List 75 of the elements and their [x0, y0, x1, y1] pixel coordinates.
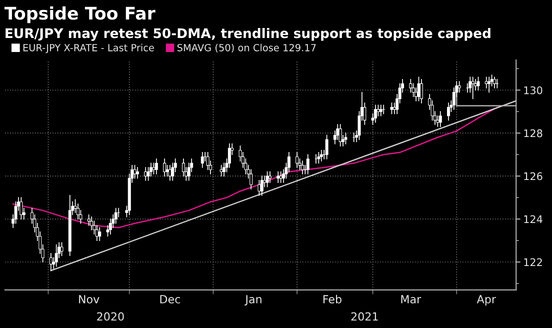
candlestick — [136, 167, 139, 179]
x-tick-label: Jan — [244, 295, 262, 306]
candlestick — [166, 164, 169, 176]
candlestick — [379, 104, 382, 116]
x2-tick-label: 2020 — [97, 312, 124, 321]
y-tick-label: 122 — [524, 258, 542, 266]
candlestick — [206, 152, 210, 170]
candlestick — [320, 150, 323, 162]
candlestick — [417, 76, 420, 102]
x2-tick-label: 2021 — [351, 312, 378, 321]
candlestick — [146, 167, 150, 181]
candlestick — [382, 104, 386, 114]
chart-title: Topside Too Far — [4, 6, 156, 24]
candlestick — [476, 76, 480, 91]
candlestick — [90, 216, 94, 230]
y-tick-label: 130 — [524, 86, 542, 94]
candlestick — [250, 169, 253, 190]
candlestick — [60, 242, 64, 256]
candlestick — [300, 160, 304, 174]
candlestick — [108, 218, 112, 234]
candlestick — [471, 76, 474, 100]
y-tick-label: 128 — [524, 129, 542, 138]
candlestick — [338, 124, 342, 146]
candlestick — [163, 158, 166, 176]
candlestick — [87, 214, 90, 226]
candlestick — [260, 176, 264, 196]
candlestick — [458, 81, 461, 93]
x-tick-label: Mar — [401, 295, 422, 304]
candlestick — [492, 76, 496, 88]
candlestick — [154, 158, 158, 174]
line-series — [12, 106, 498, 228]
y-tick-label: 126 — [524, 172, 542, 180]
candlestick — [488, 76, 491, 93]
candlestick — [14, 201, 18, 224]
candlestick — [276, 171, 280, 183]
candlestick — [306, 154, 310, 174]
candlestick — [296, 152, 299, 168]
chart-subtitle: EUR/JPY may retest 50-DMA, trendline support as topside capped — [6, 28, 490, 41]
candlestick — [390, 102, 394, 114]
candlestick — [336, 124, 340, 140]
legend-label: SMAVG (50) on Close 129.17 — [177, 44, 316, 52]
candlestick — [420, 78, 423, 104]
candlestick — [152, 162, 156, 174]
candlestick — [222, 162, 226, 176]
candlestick — [49, 253, 52, 272]
candlestick — [317, 152, 320, 164]
candlestick — [258, 180, 261, 196]
candlestick — [344, 132, 348, 144]
candlestick — [133, 164, 136, 179]
candlestick — [279, 171, 282, 183]
candlestick — [447, 102, 450, 121]
candlestick — [438, 111, 442, 128]
candlestick — [144, 167, 148, 181]
legend-label: EUR-JPY X-RATE - Last Price — [23, 44, 154, 54]
candlestick — [268, 171, 272, 183]
candlestick — [20, 197, 23, 220]
candlestick — [114, 208, 118, 224]
y-tick-label: 124 — [524, 215, 542, 223]
x-tick-label: Dec — [160, 295, 180, 304]
candlestick — [409, 78, 412, 93]
candlestick — [266, 171, 269, 188]
candlestick — [98, 227, 102, 241]
candlestick — [200, 152, 204, 168]
candlestick — [187, 162, 190, 181]
x-tick-label: Feb — [323, 294, 342, 304]
x-tick-label: Nov — [79, 295, 100, 304]
candlestick — [436, 115, 440, 128]
candlestick — [171, 162, 174, 181]
x-tick-label: Apr — [476, 295, 496, 306]
candlestick — [228, 143, 231, 168]
candlestick — [376, 104, 380, 116]
candlestick — [484, 76, 488, 88]
candlestick — [374, 104, 377, 123]
candlestick — [325, 134, 328, 160]
candlestick — [54, 244, 58, 267]
